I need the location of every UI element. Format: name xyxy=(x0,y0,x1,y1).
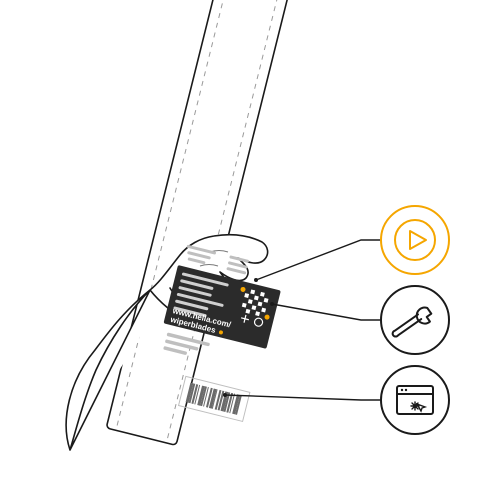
leader-play xyxy=(256,240,381,280)
play-callout xyxy=(381,206,449,274)
browser-callout xyxy=(381,366,449,434)
wrench-callout xyxy=(381,286,449,354)
leader-wrench xyxy=(272,304,381,320)
